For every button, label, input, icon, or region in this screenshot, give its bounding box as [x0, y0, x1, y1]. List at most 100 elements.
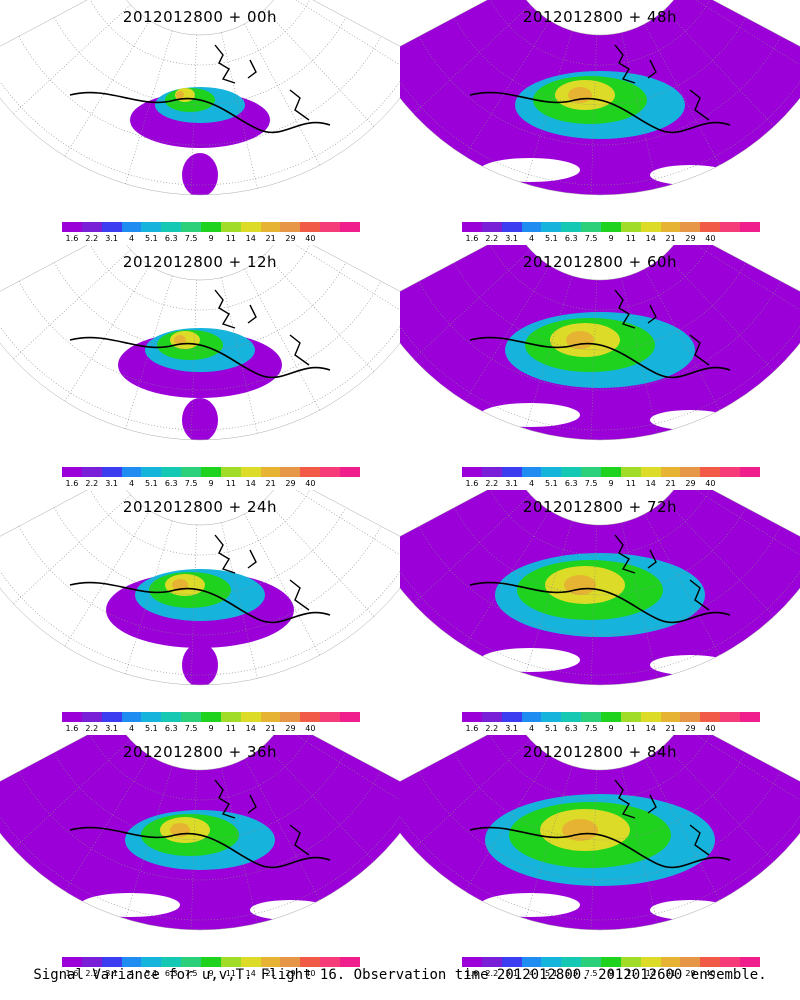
colorbar-label: 40 — [705, 479, 716, 488]
colorbar-label: 6.3 — [564, 969, 578, 978]
colorbar-swatch — [62, 222, 82, 232]
colorbar-swatch — [101, 467, 122, 477]
colorbar-label: 1.6 — [465, 479, 479, 488]
colorbar-swatch — [280, 712, 301, 722]
colorbar-label: 6.3 — [164, 969, 178, 978]
colorbar-swatch — [660, 467, 681, 477]
panel-title: 2012012800 + 36h — [122, 743, 278, 761]
colorbar-swatch — [462, 712, 482, 722]
colorbar-label: 9 — [608, 724, 614, 733]
colorbar-label: 14 — [245, 969, 256, 978]
colorbar — [62, 957, 360, 967]
colorbar — [62, 222, 360, 232]
colorbar-swatch — [561, 222, 582, 232]
coastline — [214, 779, 310, 856]
colorbar-swatch — [680, 222, 701, 232]
colorbar-label: 3.1 — [105, 969, 119, 978]
colorbar-swatch — [581, 957, 602, 967]
colorbar-swatch — [501, 712, 522, 722]
colorbar-swatch — [601, 957, 621, 967]
colorbar-label: 2.2 — [485, 234, 499, 243]
colorbar-label: 9 — [208, 969, 214, 978]
coastline — [614, 534, 710, 611]
colorbar-swatch — [101, 712, 122, 722]
colorbar-swatch — [740, 222, 760, 232]
colorbar-label: 21 — [265, 479, 276, 488]
colorbar-label: 5.1 — [545, 969, 558, 978]
colorbar-swatch — [541, 222, 562, 232]
colorbar-swatch — [260, 467, 281, 477]
colorbar-swatch — [720, 222, 741, 232]
colorbar-labels: 1.6 2.2 3.1 4 5.1 6.3 7.5 9 11 14 21 29 40 — [62, 724, 360, 734]
colorbar-label: 29 — [685, 969, 696, 978]
colorbar-label: 40 — [305, 479, 316, 488]
coastline — [469, 336, 731, 379]
colorbar-swatch — [740, 712, 760, 722]
colorbar-label: 6.3 — [564, 479, 578, 488]
colorbar-label: 9 — [208, 479, 214, 488]
colorbar-swatch — [280, 957, 301, 967]
colorbar-label: 3.1 — [505, 969, 519, 978]
colorbar-label: 4 — [128, 724, 135, 733]
colorbar-swatch — [220, 957, 241, 967]
colorbar-swatch — [300, 957, 321, 967]
colorbar-swatch — [121, 712, 142, 722]
colorbar-label: 14 — [245, 724, 256, 733]
variance-region — [174, 335, 186, 345]
coastline — [469, 826, 731, 869]
colorbar-label: 29 — [285, 479, 296, 488]
map-panel: 2012012800 + 60h 1.6 2.2 3.1 4 5.1 6.3 7.5 9 11 14… — [400, 245, 800, 490]
colorbar-label: 2.2 — [85, 234, 99, 243]
colorbar-swatch — [81, 222, 102, 232]
coastline — [214, 44, 310, 121]
colorbar-swatch — [561, 957, 582, 967]
colorbar-swatch — [320, 222, 341, 232]
polar-map — [0, 490, 400, 686]
map-panel: 2012012800 + 36h 1.6 2.2 3.1 4 5.1 6.3 7.5 9 11 14… — [0, 735, 400, 980]
figure-caption: Signal Variance for u,v,T. Flight 16. Ob… — [33, 967, 767, 983]
colorbar-swatch — [700, 222, 721, 232]
map-panel: 2012012800 + 48h 1.6 2.2 3.1 4 5.1 6.3 7.5 9 11 14… — [400, 0, 800, 245]
colorbar-swatch — [740, 467, 760, 477]
colorbar-label: 7.5 — [184, 234, 198, 243]
colorbar-label: 2.2 — [85, 479, 99, 488]
colorbar-swatch — [220, 467, 241, 477]
colorbar — [62, 712, 360, 722]
colorbar-label: 21 — [265, 234, 276, 243]
colorbar-swatch — [240, 467, 261, 477]
colorbar-label: 2.2 — [85, 969, 99, 978]
colorbar-label: 4 — [528, 479, 535, 488]
colorbar-label: 9 — [608, 479, 614, 488]
colorbar-swatch — [81, 467, 102, 477]
colorbar-swatch — [141, 467, 162, 477]
colorbar-label: 1.6 — [65, 234, 79, 243]
colorbar-label: 29 — [285, 724, 296, 733]
coastline — [469, 581, 731, 624]
colorbar-swatch — [141, 222, 162, 232]
colorbar-label: 40 — [305, 234, 316, 243]
colorbar-label: 7.5 — [184, 969, 198, 978]
colorbar-label: 4 — [528, 724, 535, 733]
colorbar-swatch — [181, 467, 202, 477]
colorbar-swatch — [521, 712, 542, 722]
colorbar-label: 29 — [285, 969, 296, 978]
colorbar-swatch — [740, 957, 760, 967]
colorbar-swatch — [300, 467, 321, 477]
variance-region — [176, 91, 184, 99]
colorbar-label: 7.5 — [584, 969, 598, 978]
colorbar-label: 1.6 — [65, 969, 79, 978]
colorbar-label: 21 — [665, 969, 676, 978]
colorbar-swatch — [201, 222, 221, 232]
colorbar — [462, 222, 760, 232]
map-panel: 2012012800 + 84h 1.6 2.2 3.1 4 5.1 6.3 7.5 9 11 14… — [400, 735, 800, 980]
colorbar-label: 2.2 — [485, 479, 499, 488]
colorbar-label: 29 — [685, 234, 696, 243]
colorbar-swatch — [462, 222, 482, 232]
panel-title: 2012012800 + 24h — [122, 498, 278, 516]
colorbar-label: 14 — [245, 479, 256, 488]
colorbar-swatch — [201, 957, 221, 967]
colorbar-swatch — [620, 712, 641, 722]
colorbar-label: 6.3 — [164, 234, 178, 243]
colorbar-swatch — [161, 712, 182, 722]
colorbar-label: 6.3 — [564, 724, 578, 733]
